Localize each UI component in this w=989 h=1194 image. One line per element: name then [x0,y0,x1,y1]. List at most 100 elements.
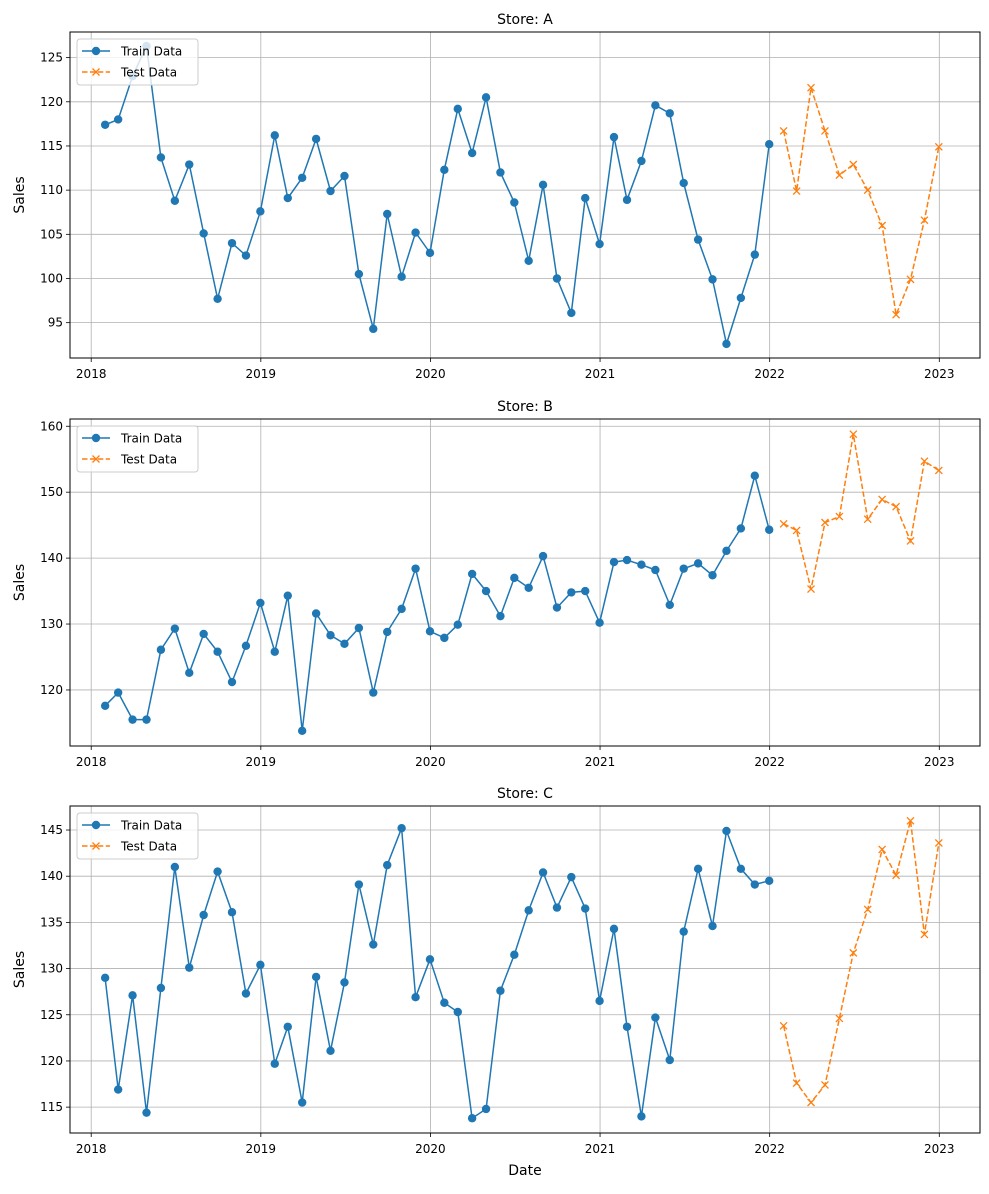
x-tick-label: 2023 [924,367,955,381]
train-data-point [199,229,208,238]
train-data-point [270,1059,279,1068]
test-data-point [792,1079,801,1088]
train-data-point [170,196,180,205]
train-data-point [467,569,477,579]
train-data-point [453,1007,462,1017]
test-data-point [892,871,901,880]
train-data-point [552,274,562,283]
legend-circle-marker-icon [91,46,101,56]
train-data-point [651,101,660,110]
train-data-point [510,950,519,959]
test-data-point [906,537,915,545]
legend-label: Train Data [120,432,182,446]
train-data-point [411,228,420,237]
subplot-title: Store: C [497,786,553,802]
test-data-point [807,585,815,594]
train-data-point [113,1085,123,1094]
train-data-point [622,195,632,205]
y-tick-label: 150 [40,485,63,499]
train-data-point [496,611,505,621]
train-data-point [256,207,265,216]
x-tick-label: 2019 [246,367,277,381]
train-data-point [340,978,349,987]
train-data-point [481,93,491,102]
test-data-point [920,216,929,225]
test-data-point [920,930,929,939]
x-tick-label: 2018 [76,1142,107,1156]
subplot-store-b: 2018 2019 2020 2021 2022 2023 120 130 140 150 160 S… [12,399,981,769]
train-data-point [411,564,420,573]
train-data-point [496,168,505,177]
train-data-point [609,132,619,142]
x-tick-label: 2019 [246,755,277,769]
x-tick-label: 2018 [76,755,107,769]
test-data-point [863,186,872,195]
train-data-point [213,294,222,304]
train-data-point [369,324,378,334]
train-data-point [750,250,760,259]
y-tick-label: 130 [40,962,63,976]
train-data-point [326,1046,335,1055]
subplot-store-c: 2018 2019 2020 2021 2022 2023 115 120 125 130 135 1… [12,786,981,1179]
train-data-point [199,629,208,639]
test-data-point [792,526,801,535]
train-data-point [538,868,548,877]
train-data-point [241,641,251,650]
train-data-point [425,627,435,636]
y-tick-label: 100 [40,271,63,285]
train-data-point [199,910,208,920]
legend-label: Test Data [120,453,177,467]
train-data-point [651,565,660,575]
test-data-point [892,502,901,511]
train-data-point [354,269,364,279]
subplot-title: Store: A [497,12,553,28]
train-data-point [297,726,307,736]
train-data-point [142,1108,151,1117]
train-data-point [524,583,533,592]
train-data-point [679,178,688,188]
x-tick-label: 2020 [415,755,446,769]
train-data-point [354,623,364,633]
legend-x-marker-icon [92,455,100,463]
train-data-point [326,631,335,640]
train-data-point [297,173,307,182]
test-data-point [835,1014,844,1023]
train-data-point [425,248,435,258]
train-data-point [538,551,548,561]
train-data-point [185,963,194,972]
train-data-point [467,148,477,158]
train-data-point [311,972,321,982]
train-data-point [156,983,166,993]
test-data-point [892,310,901,319]
legend-x-marker-icon [92,68,100,76]
legend-circle-marker-icon [91,820,101,830]
train-data-point [750,880,760,889]
train-data-point [467,1114,477,1123]
train-data-point [708,275,717,284]
train-data-point [481,586,491,596]
train-data-point [369,688,378,697]
train-data-point [100,120,110,129]
x-tick-label: 2018 [76,367,107,381]
train-data-point [637,560,646,569]
legend: Train Data Test Data [76,425,199,473]
train-data-point [369,940,378,949]
subplot-store-a: 2018 2019 2020 2021 2022 2023 95 100 105 110 115 12… [12,12,981,381]
train-data-point [736,864,746,874]
x-tick-label: 2023 [924,1142,955,1156]
y-tick-label: 160 [40,419,63,433]
test-data-point [779,1021,788,1030]
y-tick-label: 130 [40,617,63,631]
train-data-point [595,618,604,627]
x-tick-label: 2020 [415,367,446,381]
train-data-point [708,921,717,931]
train-data-point [581,904,590,913]
train-data-point [340,639,349,649]
train-data-point [765,140,774,149]
train-data-point [440,998,449,1007]
train-data-point [156,153,166,162]
y-tick-label: 135 [40,915,63,929]
train-data-point [340,171,349,181]
train-data-point [185,668,194,678]
train-data-point [227,908,237,917]
